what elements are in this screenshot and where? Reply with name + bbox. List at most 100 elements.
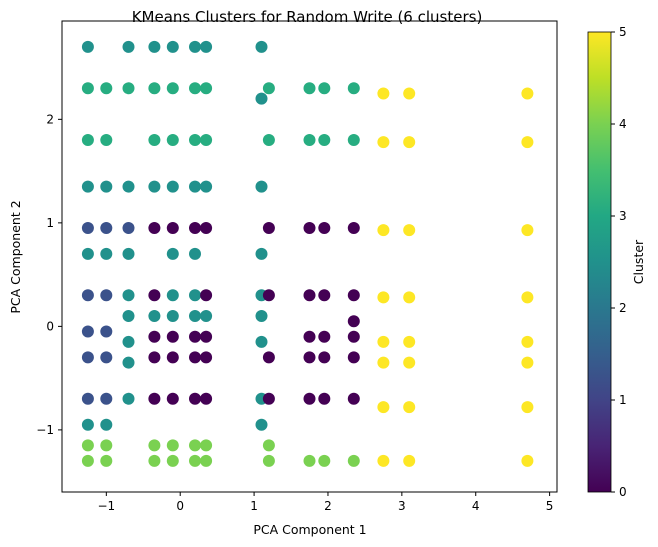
scatter-point xyxy=(318,351,331,364)
scatter-point xyxy=(122,247,135,260)
scatter-point xyxy=(81,180,94,193)
scatter-point xyxy=(318,289,331,302)
scatter-point xyxy=(377,356,390,369)
scatter-point xyxy=(255,92,268,105)
scatter-point xyxy=(403,87,416,100)
y-tick-label: 1 xyxy=(46,216,54,230)
x-tick-label: 1 xyxy=(250,499,258,513)
scatter-point xyxy=(122,335,135,348)
scatter-point xyxy=(166,289,179,302)
scatter-point xyxy=(100,247,113,260)
scatter-point xyxy=(318,82,331,95)
scatter-point xyxy=(148,134,161,146)
scatter-point xyxy=(377,224,390,237)
colorbar-tick-label: 3 xyxy=(619,209,627,223)
scatter-point xyxy=(122,356,135,369)
x-tick-label: 0 xyxy=(176,499,184,513)
scatter-point xyxy=(100,180,113,193)
colorbar-label: Cluster xyxy=(631,239,646,284)
x-tick-label: −1 xyxy=(97,499,115,513)
x-axis-ticks: −1 0 1 2 3 4 5 xyxy=(97,492,553,513)
y-tick-label: −1 xyxy=(36,423,54,437)
scatter-point xyxy=(303,351,316,364)
scatter-point xyxy=(189,330,201,343)
scatter-point xyxy=(377,291,390,304)
scatter-point xyxy=(122,40,135,53)
scatter-point xyxy=(81,418,94,431)
scatter-point xyxy=(403,335,416,348)
scatter-point xyxy=(166,351,179,364)
scatter-point xyxy=(262,351,275,364)
scatter-point xyxy=(81,351,94,364)
scatter-point xyxy=(347,134,360,146)
colorbar-ticks: 0 1 2 3 4 5 xyxy=(611,25,627,499)
scatter-point xyxy=(100,289,113,302)
scatter-point xyxy=(200,82,213,95)
scatter-point xyxy=(81,325,94,338)
scatter-point xyxy=(189,454,201,467)
scatter-point xyxy=(200,351,213,364)
scatter-point xyxy=(166,392,179,405)
scatter-point xyxy=(347,289,360,302)
scatter-point xyxy=(100,439,113,452)
scatter-point xyxy=(100,82,113,95)
scatter-point xyxy=(318,330,331,343)
scatter-point xyxy=(189,134,201,146)
scatter-point xyxy=(166,82,179,95)
plot-frame xyxy=(61,20,558,493)
scatter-point xyxy=(303,330,316,343)
scatter-point xyxy=(100,392,113,405)
scatter-point xyxy=(347,454,360,467)
scatter-point xyxy=(521,291,534,304)
scatter-point xyxy=(318,454,331,467)
scatter-point xyxy=(303,134,316,146)
scatter-point xyxy=(347,351,360,364)
scatter-point xyxy=(148,222,161,234)
scatter-point xyxy=(262,82,275,95)
scatter-point xyxy=(403,401,416,414)
scatter-point xyxy=(148,180,161,193)
scatter-point xyxy=(189,351,201,364)
scatter-point xyxy=(255,335,268,348)
scatter-point xyxy=(403,454,416,467)
scatter-point xyxy=(200,439,213,452)
scatter-point xyxy=(166,40,179,53)
scatter-point xyxy=(262,454,275,467)
scatter-point xyxy=(166,247,179,260)
scatter-point xyxy=(100,454,113,467)
scatter-point xyxy=(347,392,360,405)
x-tick-label: 5 xyxy=(546,499,554,513)
scatter-point xyxy=(521,356,534,369)
scatter-point xyxy=(303,222,316,234)
scatter-point xyxy=(377,401,390,414)
scatter-point xyxy=(303,392,316,405)
scatter-point xyxy=(166,180,179,193)
colorbar-tick-label: 2 xyxy=(619,301,627,315)
colorbar-tick-label: 5 xyxy=(619,25,627,39)
scatter-point xyxy=(262,439,275,452)
x-axis-label: PCA Component 1 xyxy=(253,522,366,537)
scatter-point xyxy=(255,418,268,431)
scatter-point xyxy=(100,134,113,146)
scatter-point xyxy=(200,222,213,234)
scatter-point xyxy=(122,222,135,234)
scatter-point xyxy=(262,222,275,234)
scatter-point xyxy=(166,222,179,234)
scatter-point xyxy=(377,136,390,149)
scatter-point xyxy=(521,87,534,100)
scatter-point xyxy=(303,289,316,302)
chart-title: KMeans Clusters for Random Write (6 clus… xyxy=(132,8,483,26)
x-tick-label: 4 xyxy=(472,499,480,513)
scatter-point xyxy=(262,134,275,146)
scatter-point xyxy=(100,418,113,431)
scatter-point xyxy=(81,82,94,95)
scatter-point xyxy=(318,134,331,146)
scatter-point xyxy=(521,224,534,237)
scatter-point xyxy=(200,40,213,53)
scatter-point xyxy=(148,392,161,405)
scatter-point xyxy=(100,351,113,364)
scatter-point xyxy=(377,454,390,467)
scatter-point xyxy=(318,392,331,405)
scatter-point xyxy=(81,289,94,302)
scatter-point xyxy=(81,439,94,452)
